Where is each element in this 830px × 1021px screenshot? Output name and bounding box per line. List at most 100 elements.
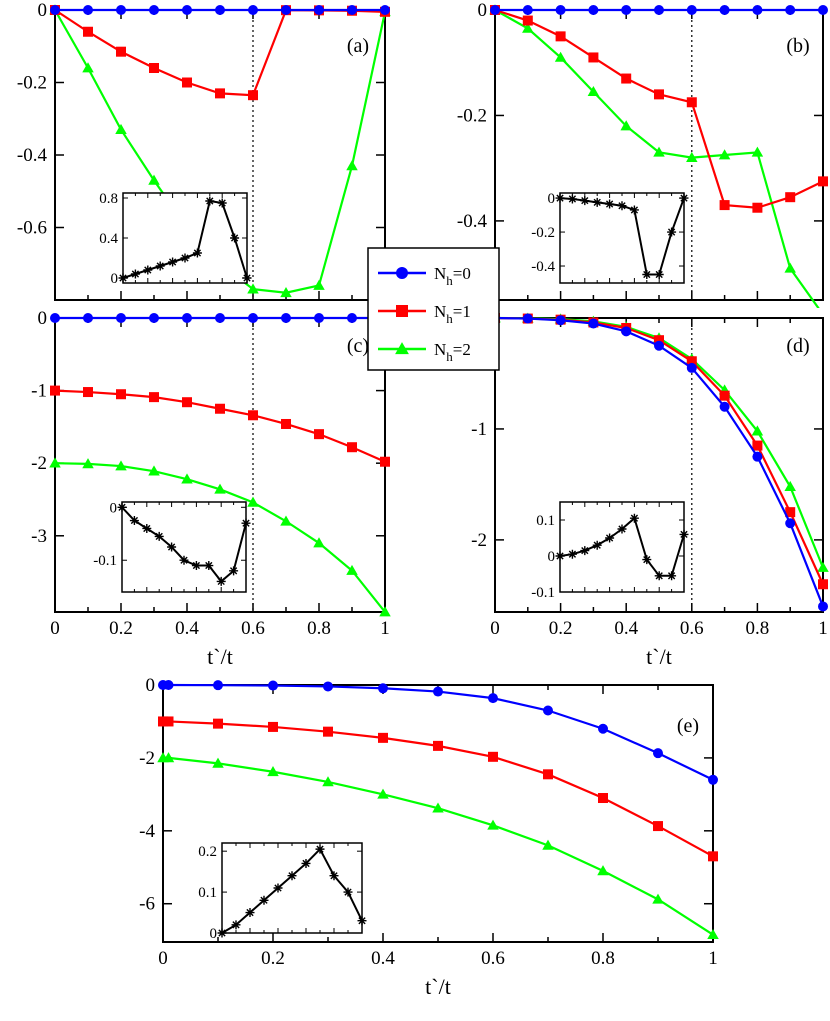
inset-point [117,502,127,512]
y-tick-label: -1 [471,419,487,440]
inset-point [192,248,202,258]
legend-label-sub: h [446,273,453,288]
inset-point [301,858,311,868]
inset-point [154,531,164,541]
data-point [267,766,279,777]
data-point [752,202,763,213]
legend-item: Nh=1 [378,302,471,326]
inset-y-tick-label: 0 [548,549,556,565]
panel-b-chart: 0 -0.2 -0.4 (b) 0 -0.2 -0.4 [457,0,828,308]
inset-point [617,524,627,534]
data-point [281,5,291,15]
inset-point [567,194,577,204]
data-point [215,403,225,414]
data-point [752,451,763,462]
data-point [555,31,566,42]
inset-chart: 0 0.1 0.2 [198,842,367,942]
y-tick-label: -2 [471,530,487,551]
data-point [621,5,632,15]
inset-point [315,844,325,854]
inset-y-tick-label: 0.8 [99,191,118,207]
data-point [182,313,192,323]
data-point [268,721,278,732]
inset-y-tick-label: 0.4 [99,231,118,247]
inset-point [343,887,353,897]
legend-label-base: N [434,302,446,321]
panel-e-chart: 0 0.2 0.4 0.6 0.8 1 0 -2 -4 -6 t`/t (e) 0 0.1 0.2 [139,675,719,999]
inset-y-tick-label: -0.1 [531,585,555,601]
inset-point [567,549,577,559]
series-line-nh0 [163,683,714,781]
data-point [149,63,159,73]
data-point [83,387,93,398]
data-point [268,680,278,691]
data-point [347,5,357,15]
data-point [488,693,498,704]
data-point [522,22,534,33]
inset-point [217,198,227,208]
series-group [157,680,719,940]
data-point [719,401,730,412]
x-tick-label: 0.8 [591,948,615,969]
data-point [686,5,697,15]
data-point [248,90,258,101]
data-point [248,313,258,323]
data-point [653,821,663,832]
panel-d-chart: 0 0.2 0.4 0.6 0.8 1 -1 -2 t`/t (d) 0.1 0 -0.1 [471,312,829,669]
data-point [752,5,763,15]
data-point [686,151,698,162]
data-point [522,15,533,26]
data-point [555,5,566,15]
data-point [380,5,390,15]
data-point [314,5,324,15]
data-point [654,89,664,100]
legend-label-base: N [434,264,446,283]
data-point [588,52,599,63]
data-point [50,5,60,15]
data-point [158,716,168,727]
data-point [116,389,126,400]
data-point [588,5,599,15]
data-point [378,732,388,743]
data-point [378,683,388,694]
data-point [707,928,719,940]
legend-marker-square [396,305,408,317]
panel-c-chart: 0 0.2 0.4 0.6 0.8 1 0 -1 -2 -3 t`/t (c) 0 -0.1 [31,308,391,669]
data-point [543,705,553,716]
legend-item: Nh=2 [378,340,471,364]
inset-point [357,916,367,926]
data-point [379,606,391,617]
data-point [784,480,796,491]
data-point [347,313,357,323]
data-point [654,5,664,15]
data-point [490,5,500,15]
y-tick-label: -0.4 [17,145,48,166]
data-point [588,318,599,329]
inset-point [329,871,339,881]
data-point [543,769,553,780]
x-tick-label: 0.6 [481,948,505,969]
data-point [542,839,554,850]
data-point [522,5,533,15]
data-point [181,473,193,484]
y-tick-label: -2 [31,453,47,474]
x-tick-label: 1 [380,618,390,639]
inset-point [217,928,227,938]
inset-point [629,205,639,215]
data-point [214,483,226,494]
inset-point [654,270,664,280]
y-tick-label: 0 [38,0,48,21]
inset-y-tick-label: 0.2 [198,844,217,860]
panel-label: (b) [786,35,809,57]
data-point [818,176,828,187]
legend-label-sub: h [446,349,453,364]
data-point [182,77,192,88]
legend-label-suffix: =0 [453,264,471,283]
data-point [247,496,259,507]
inset-y-tick-label: 0 [110,500,118,516]
x-tick-label: 0.6 [680,618,704,639]
data-point [818,601,828,612]
inset-point [273,883,283,893]
data-point [82,62,94,73]
